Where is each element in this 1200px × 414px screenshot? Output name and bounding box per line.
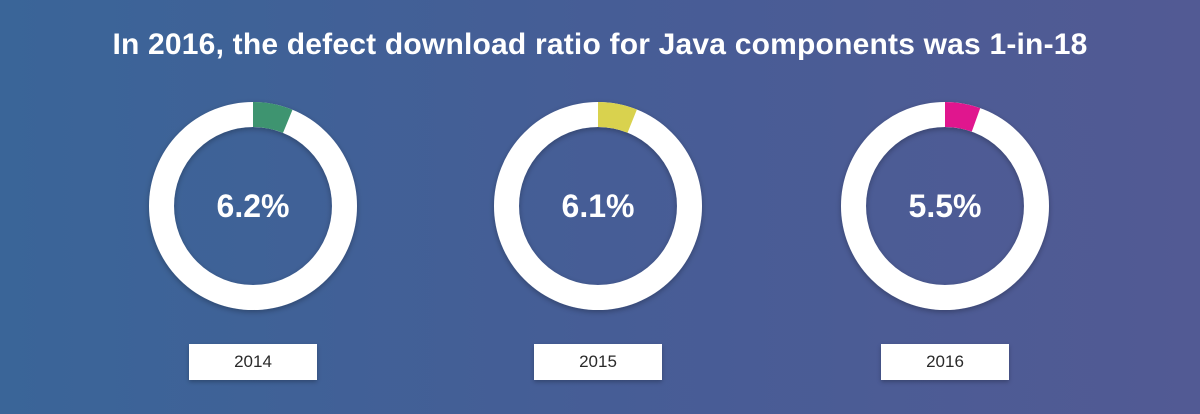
donut-2015: 6.1%	[494, 102, 702, 310]
donut-charts: 6.2% 6.1% 5.5%	[0, 95, 1200, 325]
donut-segment	[598, 102, 637, 133]
value-label: 6.2%	[217, 188, 290, 224]
value-label: 6.1%	[562, 188, 635, 224]
chart-title: In 2016, the defect download ratio for J…	[112, 28, 1088, 61]
value-label: 5.5%	[909, 188, 982, 224]
donut-segment	[945, 102, 981, 132]
donut-2014: 6.2%	[149, 102, 357, 310]
donut-charts-svg: 6.2% 6.1% 5.5%	[149, 102, 1049, 310]
donut-segment	[253, 102, 293, 133]
donut-2016: 5.5%	[841, 102, 1049, 310]
year-label-2015: 2015	[534, 344, 662, 380]
year-label-2016: 2016	[881, 344, 1009, 380]
year-label-2014: 2014	[189, 344, 317, 380]
